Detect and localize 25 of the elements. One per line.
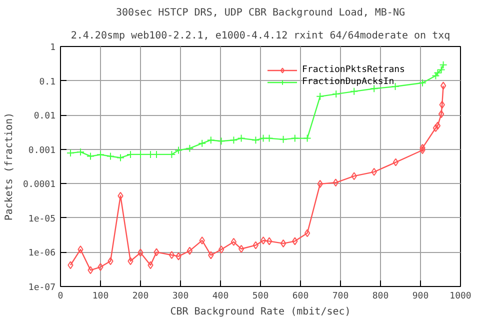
y-tick-label: 0.01: [34, 112, 56, 122]
x-tick-label: 500: [252, 292, 269, 302]
y-tick-label: 0.0001: [22, 180, 56, 190]
chart-title: 300sec HSTCP DRS, UDP CBR Background Load, MB-NG: [116, 8, 405, 18]
x-tick-label: 800: [372, 292, 389, 302]
x-tick-label: 700: [332, 292, 349, 302]
x-tick-label: 900: [412, 292, 429, 302]
chart-subtitle: 2.4.20smp web100-2.2.1, e1000-4.4.12 rxint 64/64moderate on txq: [70, 30, 450, 42]
y-tick-label: 1e-07: [28, 283, 56, 293]
x-tick-label: 300: [172, 292, 189, 302]
x-axis-title: CBR Background Rate (mbit/sec): [170, 306, 351, 318]
x-tick-label: 200: [132, 292, 149, 302]
y-axis-title: Packets (fraction): [4, 112, 15, 221]
x-tick-label: 600: [292, 292, 309, 302]
x-tick-label: 100: [92, 292, 109, 302]
y-tick-label: 1: [50, 43, 56, 53]
x-tick-label: 0: [58, 292, 64, 302]
y-tick-label: 0.001: [28, 146, 56, 156]
legend-label: FractionPktsRetrans: [302, 64, 405, 76]
x-tick-label: 400: [212, 292, 229, 302]
y-tick-label: 1e-06: [28, 248, 56, 259]
x-tick-label: 1000: [450, 292, 472, 302]
y-tick-label: 1e-05: [28, 214, 56, 224]
y-tick-label: 0.1: [39, 77, 56, 88]
legend-label: FractionDupAcksIn: [302, 76, 394, 88]
